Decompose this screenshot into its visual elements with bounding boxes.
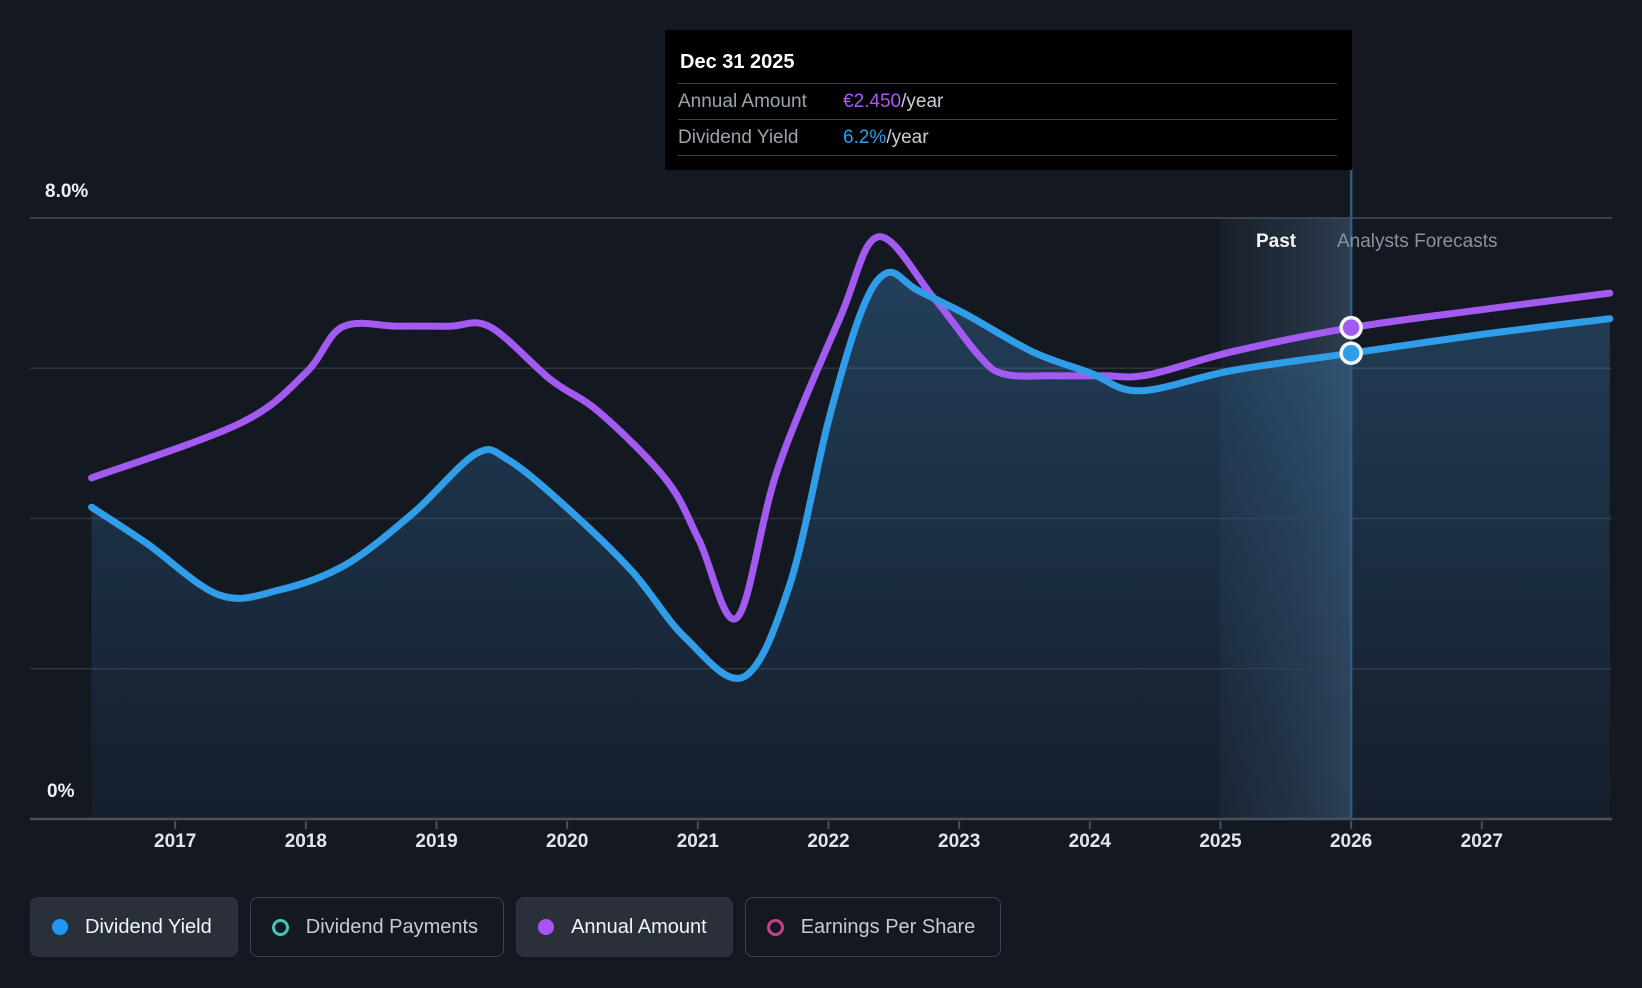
- legend-label: Annual Amount: [571, 915, 707, 938]
- legend-toggle-annual-amount[interactable]: Annual Amount: [516, 897, 733, 957]
- chart-legend: Dividend Yield Dividend Payments Annual Am…: [30, 897, 1002, 957]
- legend-toggle-earnings-per-share[interactable]: Earnings Per Share: [744, 897, 1002, 957]
- tooltip-row-dividend-yield: Dividend Yield 6.2%/year: [678, 119, 1337, 156]
- past-label: Past: [1256, 231, 1297, 252]
- x-tick-label-2026: 2026: [1329, 831, 1373, 852]
- legend-label: Earnings Per Share: [800, 915, 976, 938]
- x-tick-label-2024: 2024: [1068, 831, 1111, 852]
- tooltip-row-value: 6.2%: [843, 126, 887, 148]
- analysts-forecasts-label: Analysts Forecasts: [1337, 231, 1498, 252]
- legend-filled-dot-icon: [538, 919, 555, 935]
- dividend-yield-line[interactable]: [88, 268, 1614, 682]
- annual-amount-marker[interactable]: [1339, 315, 1363, 340]
- legend-ring-dot-icon: [271, 918, 289, 936]
- dividend-yield-marker[interactable]: [1339, 341, 1363, 365]
- x-tick-label-2025: 2025: [1199, 831, 1242, 852]
- data-point-markers[interactable]: [1339, 315, 1363, 365]
- tooltip-row-unit: /year: [886, 126, 929, 148]
- legend-filled-dot-icon: [52, 919, 68, 935]
- x-axis-labels: 2017 2018 2019 2020 2021 2022 2023 2024 2025 2026…: [0, 831, 1642, 857]
- y-axis-label-8pct: 8.0%: [45, 181, 89, 202]
- chart-tooltip: Dec 31 2025 Annual Amount €2.450/year Divi…: [665, 30, 1352, 170]
- x-tick-label-2018: 2018: [284, 831, 327, 852]
- tooltip-row-value: €2.450: [843, 90, 902, 112]
- x-tick-label-2027: 2027: [1460, 831, 1503, 852]
- annual-amount-line[interactable]: [88, 233, 1614, 623]
- tooltip-row-label: Annual Amount: [678, 90, 807, 112]
- x-tick-label-2019: 2019: [415, 831, 458, 852]
- tooltip-date: Dec 31 2025: [680, 51, 795, 73]
- x-tick-label-2017: 2017: [154, 831, 197, 852]
- legend-toggle-dividend-payments[interactable]: Dividend Payments: [249, 897, 505, 957]
- legend-toggle-dividend-yield[interactable]: Dividend Yield: [30, 897, 238, 957]
- legend-label: Dividend Yield: [85, 915, 212, 938]
- tooltip-row-unit: /year: [901, 90, 944, 112]
- x-axis: [30, 817, 1612, 829]
- x-tick-label-2023: 2023: [938, 831, 981, 852]
- legend-ring-dot-icon: [766, 918, 784, 936]
- dividend-yield-area-fill: [91, 272, 1610, 819]
- x-tick-label-2022: 2022: [807, 831, 850, 852]
- x-tick-label-2021: 2021: [676, 831, 719, 852]
- tooltip-row-label: Dividend Yield: [678, 126, 799, 148]
- legend-label: Dividend Payments: [305, 915, 479, 938]
- x-tick-label-2020: 2020: [546, 831, 589, 852]
- y-axis-label-0pct: 0%: [47, 781, 75, 802]
- tooltip-row-annual-amount: Annual Amount €2.450/year: [678, 83, 1337, 119]
